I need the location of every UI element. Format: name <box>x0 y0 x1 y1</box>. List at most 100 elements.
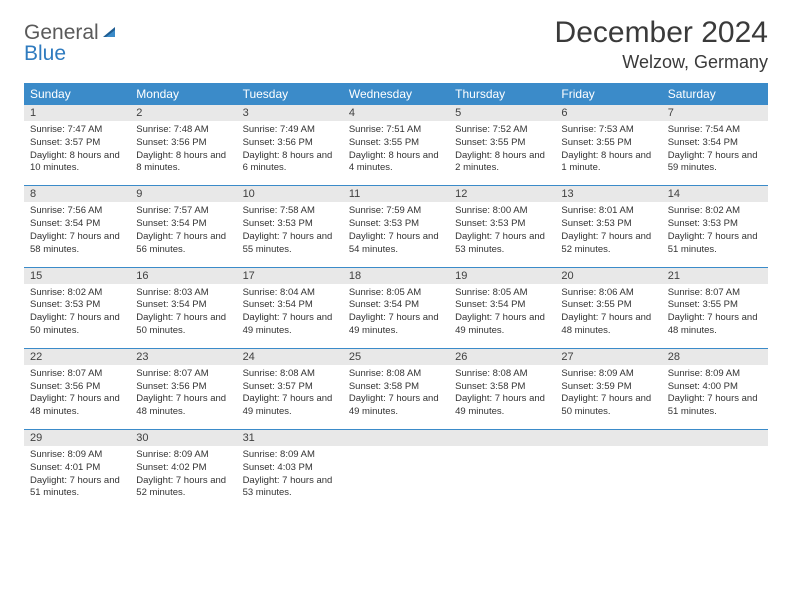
daylight-text: Daylight: 7 hours and 59 minutes. <box>668 150 762 176</box>
day-info: Sunrise: 8:06 AMSunset: 3:55 PMDaylight:… <box>555 284 661 342</box>
day-number: 26 <box>449 349 555 365</box>
day-number: 9 <box>130 186 236 202</box>
sunrise-text: Sunrise: 7:53 AM <box>561 124 655 137</box>
day-number: 16 <box>130 268 236 284</box>
sunset-text: Sunset: 3:55 PM <box>455 137 549 150</box>
sunset-text: Sunset: 3:56 PM <box>136 137 230 150</box>
sunrise-text: Sunrise: 8:05 AM <box>349 287 443 300</box>
sunset-text: Sunset: 3:56 PM <box>243 137 337 150</box>
sunset-text: Sunset: 3:55 PM <box>561 299 655 312</box>
daylight-text: Daylight: 7 hours and 53 minutes. <box>455 231 549 257</box>
weekday-header: Saturday <box>662 83 768 105</box>
daylight-text: Daylight: 7 hours and 52 minutes. <box>561 231 655 257</box>
weekday-header: Thursday <box>449 83 555 105</box>
day-info <box>343 446 449 504</box>
daylight-text: Daylight: 8 hours and 6 minutes. <box>243 150 337 176</box>
sunset-text: Sunset: 3:58 PM <box>455 381 549 394</box>
logo-text: General Blue <box>24 22 121 64</box>
day-number: 22 <box>24 349 130 365</box>
daylight-text: Daylight: 7 hours and 56 minutes. <box>136 231 230 257</box>
day-info: Sunrise: 8:09 AMSunset: 3:59 PMDaylight:… <box>555 365 661 423</box>
day-info: Sunrise: 8:09 AMSunset: 4:02 PMDaylight:… <box>130 446 236 504</box>
daylight-text: Daylight: 7 hours and 53 minutes. <box>243 475 337 501</box>
week-row: 891011121314Sunrise: 7:56 AMSunset: 3:54… <box>24 185 768 260</box>
daylight-text: Daylight: 7 hours and 49 minutes. <box>243 393 337 419</box>
daylight-text: Daylight: 7 hours and 52 minutes. <box>136 475 230 501</box>
day-info: Sunrise: 8:09 AMSunset: 4:01 PMDaylight:… <box>24 446 130 504</box>
sunset-text: Sunset: 3:53 PM <box>561 218 655 231</box>
daylight-text: Daylight: 7 hours and 58 minutes. <box>30 231 124 257</box>
day-number: 21 <box>662 268 768 284</box>
sunset-text: Sunset: 3:56 PM <box>30 381 124 394</box>
daylight-text: Daylight: 8 hours and 1 minute. <box>561 150 655 176</box>
day-number: 4 <box>343 105 449 121</box>
day-info: Sunrise: 8:08 AMSunset: 3:58 PMDaylight:… <box>449 365 555 423</box>
daylight-text: Daylight: 7 hours and 50 minutes. <box>561 393 655 419</box>
brand-logo: General Blue <box>24 16 121 64</box>
day-info: Sunrise: 8:00 AMSunset: 3:53 PMDaylight:… <box>449 202 555 260</box>
day-number: 28 <box>662 349 768 365</box>
day-info <box>449 446 555 504</box>
sunrise-text: Sunrise: 7:57 AM <box>136 205 230 218</box>
sunrise-text: Sunrise: 8:00 AM <box>455 205 549 218</box>
daylight-text: Daylight: 7 hours and 48 minutes. <box>136 393 230 419</box>
day-number: 15 <box>24 268 130 284</box>
day-info: Sunrise: 7:47 AMSunset: 3:57 PMDaylight:… <box>24 121 130 179</box>
sunset-text: Sunset: 3:55 PM <box>561 137 655 150</box>
sunset-text: Sunset: 3:53 PM <box>455 218 549 231</box>
day-number: 8 <box>24 186 130 202</box>
day-info: Sunrise: 8:01 AMSunset: 3:53 PMDaylight:… <box>555 202 661 260</box>
sunset-text: Sunset: 3:54 PM <box>668 137 762 150</box>
day-info: Sunrise: 7:57 AMSunset: 3:54 PMDaylight:… <box>130 202 236 260</box>
day-info: Sunrise: 7:52 AMSunset: 3:55 PMDaylight:… <box>449 121 555 179</box>
sunset-text: Sunset: 3:54 PM <box>455 299 549 312</box>
day-number <box>555 430 661 446</box>
sunset-text: Sunset: 3:54 PM <box>349 299 443 312</box>
weekday-header: Tuesday <box>237 83 343 105</box>
sunrise-text: Sunrise: 8:04 AM <box>243 287 337 300</box>
day-info: Sunrise: 7:54 AMSunset: 3:54 PMDaylight:… <box>662 121 768 179</box>
daylight-text: Daylight: 7 hours and 54 minutes. <box>349 231 443 257</box>
location-label: Welzow, Germany <box>555 52 768 73</box>
daylight-text: Daylight: 8 hours and 8 minutes. <box>136 150 230 176</box>
day-number: 10 <box>237 186 343 202</box>
sunrise-text: Sunrise: 7:48 AM <box>136 124 230 137</box>
daylight-text: Daylight: 7 hours and 55 minutes. <box>243 231 337 257</box>
sunset-text: Sunset: 3:53 PM <box>30 299 124 312</box>
day-number: 19 <box>449 268 555 284</box>
sunrise-text: Sunrise: 7:56 AM <box>30 205 124 218</box>
day-number: 6 <box>555 105 661 121</box>
page-header: General Blue December 2024 Welzow, Germa… <box>24 16 768 73</box>
sunset-text: Sunset: 3:55 PM <box>668 299 762 312</box>
daylight-text: Daylight: 7 hours and 49 minutes. <box>349 312 443 338</box>
daylight-text: Daylight: 7 hours and 48 minutes. <box>561 312 655 338</box>
week-row: 22232425262728Sunrise: 8:07 AMSunset: 3:… <box>24 348 768 423</box>
day-number: 3 <box>237 105 343 121</box>
daylight-text: Daylight: 8 hours and 2 minutes. <box>455 150 549 176</box>
day-number <box>449 430 555 446</box>
day-number: 17 <box>237 268 343 284</box>
logo-part-general: General <box>24 21 99 44</box>
day-number: 13 <box>555 186 661 202</box>
day-info: Sunrise: 8:08 AMSunset: 3:58 PMDaylight:… <box>343 365 449 423</box>
daylight-text: Daylight: 7 hours and 50 minutes. <box>30 312 124 338</box>
sunset-text: Sunset: 3:53 PM <box>243 218 337 231</box>
sunset-text: Sunset: 3:57 PM <box>243 381 337 394</box>
day-number: 30 <box>130 430 236 446</box>
sunrise-text: Sunrise: 8:07 AM <box>668 287 762 300</box>
day-number <box>343 430 449 446</box>
day-info-row: Sunrise: 8:07 AMSunset: 3:56 PM Daylight:… <box>24 365 768 423</box>
day-info-row: Sunrise: 8:09 AMSunset: 4:01 PMDaylight:… <box>24 446 768 504</box>
day-info: Sunrise: 8:09 AMSunset: 4:03 PMDaylight:… <box>237 446 343 504</box>
sunrise-text: Sunrise: 8:09 AM <box>243 449 337 462</box>
sunset-text: Sunset: 3:58 PM <box>349 381 443 394</box>
title-block: December 2024 Welzow, Germany <box>555 16 768 73</box>
calendar-grid: Sunday Monday Tuesday Wednesday Thursday… <box>24 83 768 504</box>
sunrise-text: Sunrise: 8:08 AM <box>455 368 549 381</box>
weekday-header: Friday <box>555 83 661 105</box>
sunrise-text: Sunrise: 8:08 AM <box>349 368 443 381</box>
sunrise-text: Sunrise: 8:02 AM <box>668 205 762 218</box>
day-info: Sunrise: 8:04 AMSunset: 3:54 PMDaylight:… <box>237 284 343 342</box>
day-info <box>555 446 661 504</box>
sunrise-text: Sunrise: 8:07 AM <box>30 368 124 381</box>
